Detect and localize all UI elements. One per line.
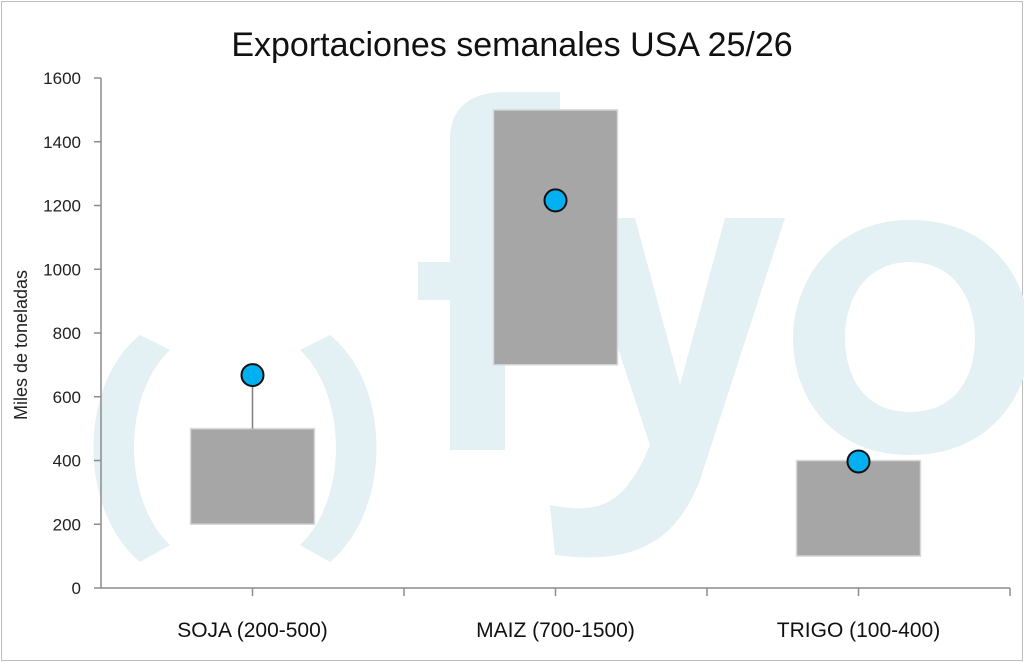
- y-tick-label: 600: [53, 388, 81, 407]
- data-point: [240, 363, 265, 388]
- range-bar: [492, 109, 619, 366]
- y-tick-label: 1000: [43, 260, 81, 279]
- category-label: TRIGO (100-400): [777, 619, 940, 642]
- watermark-letter-o: [793, 220, 1024, 455]
- data-point: [543, 188, 568, 213]
- watermark-paren-right: [300, 335, 377, 562]
- chart-title: Exportaciones semanales USA 25/26: [231, 26, 792, 64]
- range-bar: [189, 427, 316, 525]
- y-tick-label: 400: [53, 452, 81, 471]
- data-point: [846, 449, 871, 474]
- y-tick-label: 800: [53, 324, 81, 343]
- category-label: MAIZ (700-1500): [476, 619, 635, 642]
- y-tick-label: 1200: [43, 197, 81, 216]
- y-tick-label: 1600: [43, 69, 81, 88]
- y-axis: 0 200 400 600 800 1000 1200 1400 1600: [43, 69, 102, 598]
- watermark-paren-left: [93, 335, 170, 562]
- y-tick-label: 0: [72, 579, 81, 598]
- points: [240, 188, 871, 474]
- y-axis-label: Miles de toneladas: [11, 270, 31, 420]
- category-labels: SOJA (200-500) MAIZ (700-1500) TRIGO (100-…: [177, 619, 940, 642]
- x-axis: [101, 587, 1011, 596]
- y-tick-label: 1400: [43, 133, 81, 152]
- y-tick-label: 200: [53, 515, 81, 534]
- range-bar: [795, 459, 922, 557]
- watermark-letter-f: [418, 92, 560, 450]
- range-bars: [189, 109, 922, 557]
- category-label: SOJA (200-500): [177, 619, 328, 642]
